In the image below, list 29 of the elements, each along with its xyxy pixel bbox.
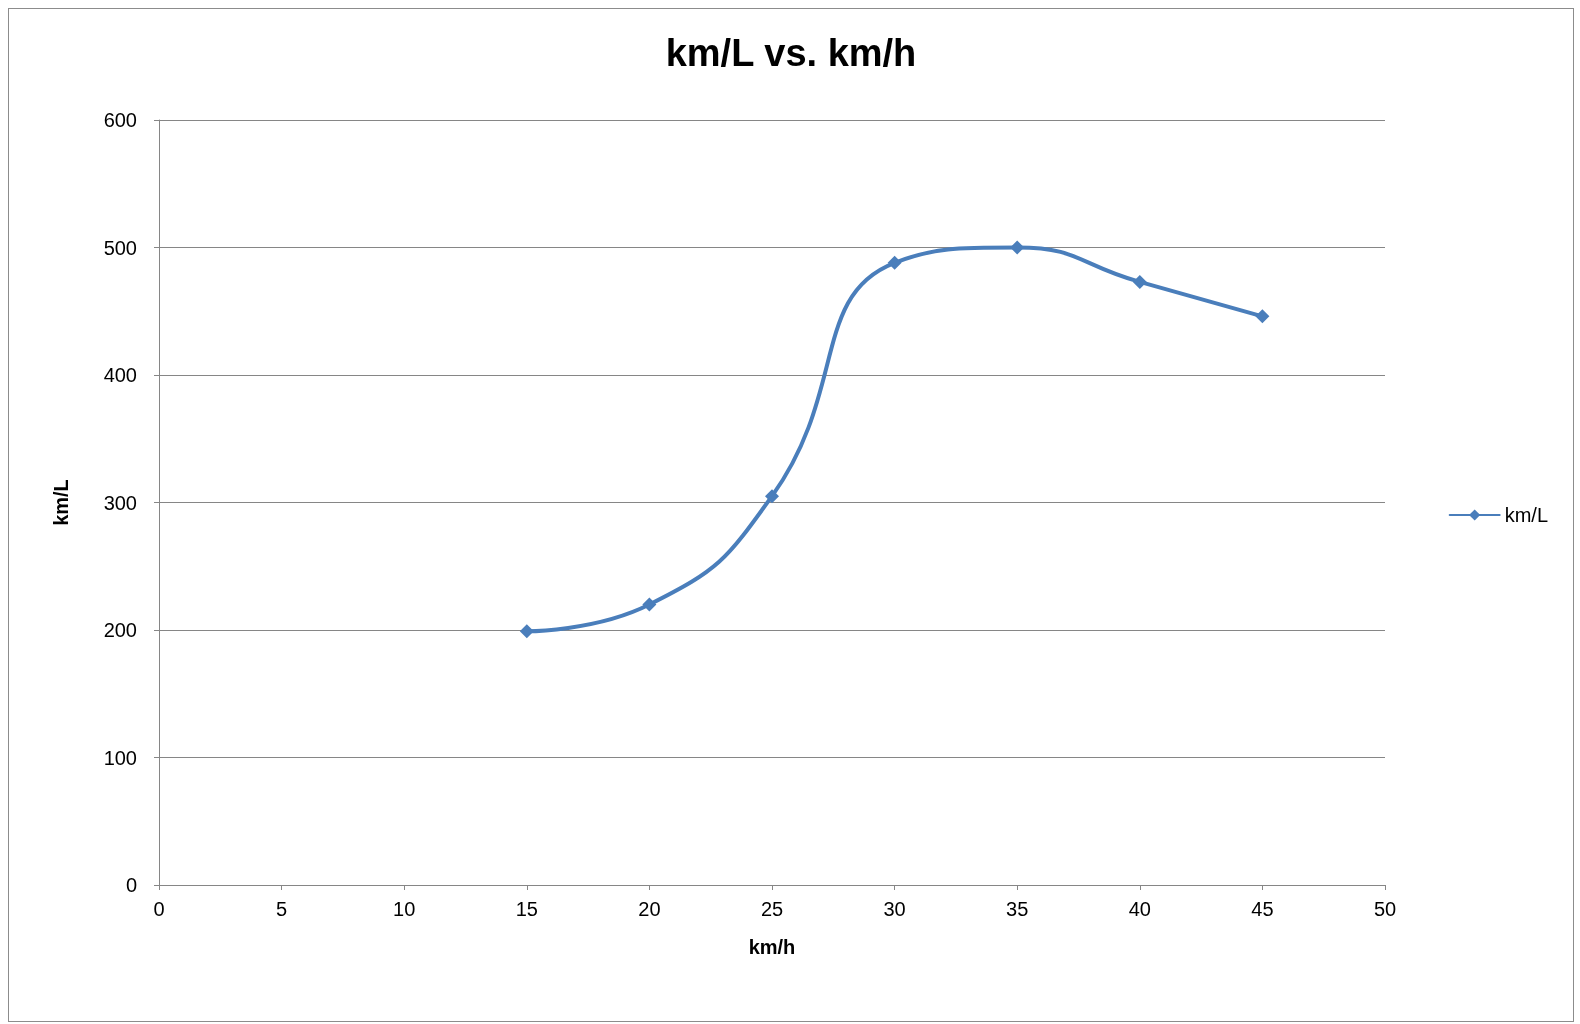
y-tick-label: 600 [103,109,137,131]
x-tick-label: 25 [760,898,784,920]
x-tick-label: 35 [1006,898,1029,920]
x-tick-label: 15 [515,898,538,920]
y-tick-label: 200 [103,619,137,641]
point [1132,274,1147,289]
x-tick-label: 0 [153,898,165,920]
point [642,597,657,612]
x-tick-label: 50 [1373,898,1397,920]
y-tick-label: 500 [103,236,137,259]
y-tick-label: 400 [103,364,137,386]
y-axis-title: km/L [50,479,72,526]
x-axis-title: km/h [748,936,796,958]
legend-label: km/L [1504,504,1548,526]
point [519,624,534,639]
y-tick-label: 0 [125,874,137,896]
y-tick-label: 300 [103,491,137,514]
y-tick-label: 100 [103,746,137,769]
x-tick-label: 10 [393,898,416,920]
point [1010,240,1025,255]
x-tick-label: 30 [883,898,906,920]
point [1255,309,1270,324]
point [765,489,779,504]
x-tick-label: 40 [1128,898,1151,920]
chart-title: km/L vs. km/h [665,32,917,74]
x-tick-label: 5 [276,898,288,920]
x-tick-label: 20 [638,898,661,920]
point [887,255,902,270]
x-tick-label: 45 [1251,898,1274,920]
